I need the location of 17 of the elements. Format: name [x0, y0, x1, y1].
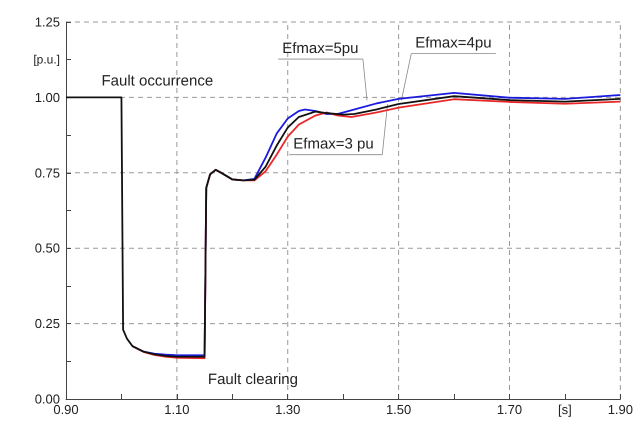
x-axis-title: [s] — [558, 402, 572, 417]
x-tick-label: 1.90 — [608, 402, 634, 417]
x-tick-label: 1.30 — [275, 402, 300, 417]
x-tick-label: 1.50 — [386, 402, 412, 417]
y-tick-label: 0.25 — [34, 316, 60, 332]
text: Efmax=4pu — [415, 34, 492, 52]
y-tick-label: 0.50 — [34, 240, 60, 256]
y-tick-label: 1.25 — [34, 14, 60, 30]
text: Efmax=5pu — [282, 40, 358, 58]
series-label: Efmax=3 pu — [293, 136, 374, 153]
annotation: Fault occurrence — [101, 72, 214, 90]
x-tick-label: 1.70 — [496, 402, 522, 417]
y-tick-label: 0.75 — [34, 165, 60, 180]
y-tick-label: 1.00 — [34, 90, 60, 105]
x-tick-label: 1.10 — [164, 402, 190, 417]
annotation: Fault clearing — [208, 370, 298, 388]
y-axis-title: [p.u.] — [33, 52, 60, 67]
